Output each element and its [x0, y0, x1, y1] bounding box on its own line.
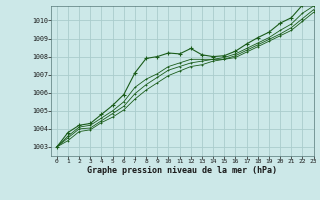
- X-axis label: Graphe pression niveau de la mer (hPa): Graphe pression niveau de la mer (hPa): [87, 166, 277, 175]
